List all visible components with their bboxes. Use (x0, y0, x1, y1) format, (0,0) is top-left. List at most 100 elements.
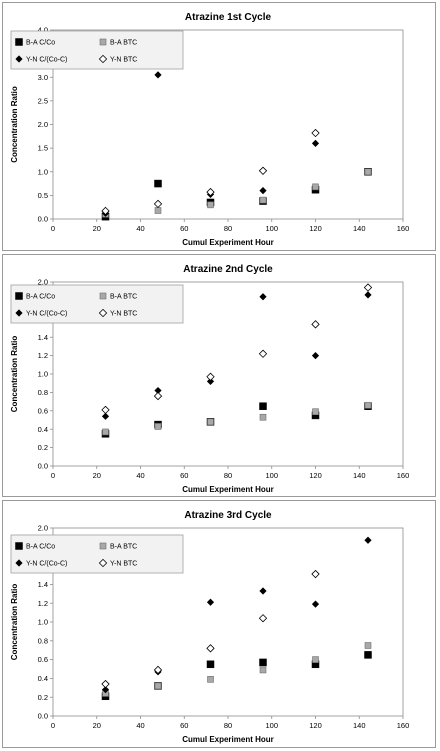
series-filled-square (101, 402, 372, 438)
chart-1st-cycle: Atrazine 1st Cycle 0 20 40 60 80 100 120 140 160 0… (10, 12, 410, 247)
data-point (102, 428, 109, 436)
data-point (259, 413, 267, 421)
data-point (101, 412, 110, 420)
data-point (153, 199, 163, 209)
data-point (153, 665, 163, 675)
data-point (207, 418, 214, 426)
legend-marker (98, 558, 108, 568)
x-axis-label: Cumul Experiment Hour (182, 238, 274, 247)
x-tick-label: 40 (136, 721, 144, 730)
data-point (154, 423, 162, 430)
data-point (364, 642, 372, 649)
data-point (154, 386, 162, 395)
x-axis-label: Cumul Experiment Hour (182, 735, 274, 744)
data-point (206, 372, 215, 381)
y-tick-label: 2.5 (38, 96, 48, 105)
x-tick-label: 0 (51, 721, 55, 730)
x-tick-label: 60 (180, 224, 188, 233)
legend-entry: Y-N C/(Co-C) (26, 57, 67, 64)
x-tick-label: 40 (136, 224, 144, 233)
legend-entry: Y-N BTC (110, 561, 137, 568)
data-point (258, 166, 268, 175)
x-tick-label: 100 (265, 721, 278, 730)
y-tick-label: 0.5 (38, 191, 48, 200)
data-point (364, 168, 372, 176)
series-open-diamond (101, 128, 320, 216)
legend-marker (99, 292, 107, 300)
x-tick-label: 160 (397, 224, 410, 233)
legend-marker (98, 54, 108, 64)
y-tick-label: 3.0 (38, 73, 48, 82)
data-point (154, 682, 162, 690)
x-tick-label: 100 (265, 471, 278, 480)
data-point (311, 352, 320, 360)
data-point (259, 402, 267, 410)
x-tick-label: 80 (224, 721, 232, 730)
series-open-diamond (101, 569, 320, 689)
x-tick-label: 160 (397, 721, 410, 730)
y-tick-label: 2.0 (38, 278, 48, 287)
y-tick-label: 0.0 (38, 712, 48, 721)
legend-entry: B-A BTC (110, 40, 137, 47)
legend-entry: Y-N C/(Co-C) (26, 311, 67, 318)
data-point (258, 614, 268, 623)
legend: B-A C/Co B-A BTC Y-N C/(Co-C) Y-N BTC (10, 30, 184, 70)
legend-entry: B-A C/Co (26, 40, 55, 47)
y-tick-label: 1.0 (38, 618, 48, 627)
data-point (206, 187, 215, 197)
legend-box (10, 30, 184, 70)
legend-box (10, 534, 184, 574)
legend: B-A C/Co B-A BTC Y-N C/(Co-C) Y-N BTC (10, 284, 184, 324)
legend-entry: B-A C/Co (26, 544, 55, 551)
x-tick-label: 80 (224, 471, 232, 480)
y-tick-label: 2.0 (38, 120, 48, 129)
x-tick-label: 20 (93, 721, 101, 730)
data-point (311, 320, 320, 329)
y-tick-label: 1.0 (38, 167, 48, 176)
chart-title: Atrazine 3rd Cycle (184, 510, 272, 521)
data-point (259, 666, 267, 674)
legend-entry: Y-N BTC (110, 57, 137, 64)
x-tick-label: 140 (353, 224, 366, 233)
x-tick-label: 60 (180, 471, 188, 480)
series-open-diamond (101, 283, 373, 415)
legend-marker (99, 38, 107, 46)
y-tick-label: 1.5 (38, 144, 48, 153)
y-tick-label: 1.0 (38, 370, 48, 379)
data-point (259, 658, 267, 667)
x-tick-label: 20 (93, 224, 101, 233)
data-point (154, 207, 162, 214)
y-tick-label: 1.4 (38, 333, 48, 342)
data-point (259, 587, 267, 595)
legend-marker (15, 542, 23, 550)
legend-marker (15, 38, 23, 46)
data-point (311, 569, 320, 579)
legend: B-A C/Co B-A BTC Y-N C/(Co-C) Y-N BTC (10, 534, 184, 574)
data-point (364, 291, 372, 299)
chart-panel-2nd-cycle: Atrazine 2nd Cycle 0 20 40 60 80 100 120 140 160 0… (2, 254, 436, 497)
data-point (206, 644, 215, 653)
data-point (259, 196, 267, 204)
x-tick-label: 40 (136, 471, 144, 480)
y-tick-label: 0.8 (38, 636, 48, 645)
legend-marker (15, 559, 23, 567)
data-point (259, 187, 267, 195)
y-tick-label: 0.6 (38, 406, 48, 415)
x-tick-label: 140 (353, 721, 366, 730)
data-point (153, 391, 163, 401)
y-tick-label: 0.0 (38, 462, 48, 471)
data-point (101, 405, 110, 415)
series-filled-square (101, 168, 372, 221)
x-axis-label: Cumul Experiment Hour (182, 485, 274, 494)
data-point (207, 676, 214, 683)
legend-entry: Y-N C/(Co-C) (26, 561, 67, 568)
x-tick-label: 120 (309, 224, 322, 233)
chart-title: Atrazine 1st Cycle (185, 12, 272, 23)
y-axis-label: Concentration Ratio (10, 86, 19, 163)
legend-marker (99, 542, 107, 550)
y-tick-label: 0.4 (38, 425, 48, 434)
data-point (101, 679, 110, 689)
x-tick-label: 20 (93, 471, 101, 480)
series-gray-square (102, 642, 372, 697)
legend-marker (15, 55, 23, 63)
